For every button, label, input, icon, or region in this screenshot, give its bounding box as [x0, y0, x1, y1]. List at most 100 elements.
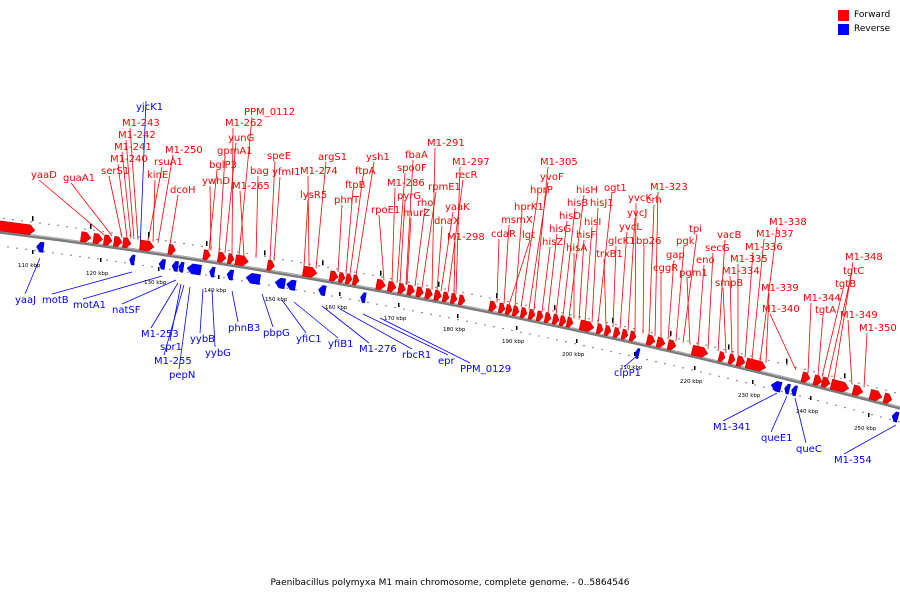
reverse-gene-label[interactable]: yfiC1 — [296, 334, 322, 345]
reverse-gene-label[interactable]: pepN — [169, 370, 195, 381]
forward-gene-arrow[interactable] — [441, 291, 450, 303]
forward-gene-label[interactable]: ftpA — [355, 166, 376, 177]
forward-gene-label[interactable]: M1-339 — [761, 283, 799, 294]
forward-gene-arrow[interactable] — [103, 234, 113, 246]
forward-gene-label[interactable]: serS1 — [101, 166, 129, 177]
forward-gene-label[interactable]: M1-344 — [803, 293, 841, 304]
forward-gene-label[interactable]: M1-298 — [447, 232, 485, 243]
reverse-gene-label[interactable]: M1-255 — [154, 356, 192, 367]
forward-gene-label[interactable]: spo0F — [397, 163, 427, 174]
forward-gene-arrow[interactable] — [337, 272, 346, 283]
forward-gene-label[interactable]: M1-291 — [427, 138, 465, 149]
forward-gene-label[interactable]: vacB — [717, 230, 742, 241]
forward-gene-label[interactable]: PPM_0112 — [244, 107, 295, 118]
forward-gene-arrow[interactable] — [543, 312, 552, 324]
forward-gene-label[interactable]: M1-334 — [722, 266, 760, 277]
reverse-gene-label[interactable]: queC — [796, 444, 822, 455]
forward-gene-arrow[interactable] — [504, 304, 513, 315]
forward-gene-arrow[interactable] — [301, 265, 318, 278]
forward-gene-label[interactable]: hisI — [584, 217, 601, 228]
forward-gene-arrow[interactable] — [386, 280, 397, 293]
forward-gene-label[interactable]: M1-350 — [859, 323, 897, 334]
forward-gene-arrow[interactable] — [167, 243, 176, 255]
forward-gene-arrow[interactable] — [397, 282, 407, 294]
forward-gene-label[interactable]: M1-286 — [387, 178, 425, 189]
forward-gene-arrow[interactable] — [868, 388, 883, 402]
forward-gene-arrow[interactable] — [113, 235, 123, 247]
forward-gene-arrow[interactable] — [628, 330, 637, 342]
forward-gene-label[interactable]: M1-240 — [110, 154, 148, 165]
forward-gene-label[interactable]: M1-243 — [122, 118, 160, 129]
forward-gene-arrow[interactable] — [266, 259, 276, 271]
forward-gene-arrow[interactable] — [511, 305, 520, 317]
forward-gene-arrow[interactable] — [527, 308, 536, 320]
forward-gene-arrow[interactable] — [415, 286, 425, 298]
forward-gene-label[interactable]: murZ — [403, 208, 430, 219]
reverse-gene-label[interactable]: yybB — [190, 334, 215, 345]
forward-gene-arrow[interactable] — [226, 253, 235, 265]
forward-gene-arrow[interactable] — [375, 278, 387, 291]
forward-gene-label[interactable]: yvoF — [540, 172, 564, 183]
forward-gene-label[interactable]: bag — [250, 166, 269, 177]
reverse-gene-arrow[interactable] — [245, 272, 262, 285]
reverse-gene-arrow[interactable] — [274, 277, 287, 290]
reverse-gene-label[interactable]: PPM_0129 — [460, 364, 511, 375]
forward-gene-label[interactable]: M1-265 — [232, 181, 270, 192]
forward-gene-label[interactable]: phnT — [334, 195, 360, 206]
forward-gene-label[interactable]: M1-297 — [452, 157, 490, 168]
forward-gene-arrow[interactable] — [882, 392, 893, 405]
forward-gene-label[interactable]: gpmA1 — [217, 146, 253, 157]
forward-gene-label[interactable]: pyrG — [397, 191, 421, 202]
forward-gene-label[interactable]: hisG — [549, 224, 571, 235]
forward-gene-label[interactable]: M1-348 — [845, 252, 883, 263]
forward-gene-arrow[interactable] — [519, 307, 528, 319]
forward-gene-arrow[interactable] — [666, 339, 677, 352]
forward-gene-arrow[interactable] — [578, 319, 595, 333]
reverse-gene-arrow[interactable] — [209, 266, 216, 278]
forward-gene-label[interactable]: secG — [705, 243, 730, 254]
forward-gene-label[interactable]: tgtC — [843, 266, 864, 277]
forward-gene-label[interactable]: yunG — [228, 133, 254, 144]
forward-gene-arrow[interactable] — [655, 336, 666, 349]
forward-gene-label[interactable]: smpB — [715, 278, 743, 289]
forward-gene-arrow[interactable] — [744, 357, 767, 372]
forward-gene-arrow[interactable] — [234, 254, 249, 267]
forward-gene-label[interactable]: hisJ1 — [590, 198, 614, 209]
forward-gene-arrow[interactable] — [216, 251, 227, 263]
reverse-gene-label[interactable]: M1-253 — [141, 329, 179, 340]
forward-gene-label[interactable]: yvcL — [619, 222, 642, 233]
forward-gene-arrow[interactable] — [829, 378, 850, 393]
forward-gene-label[interactable]: msmX — [501, 215, 533, 226]
forward-gene-label[interactable]: guaA1 — [63, 173, 95, 184]
reverse-gene-arrow[interactable] — [286, 279, 297, 291]
reverse-gene-arrow[interactable] — [783, 383, 791, 395]
forward-gene-label[interactable]: trxB1 — [596, 249, 623, 260]
forward-gene-label[interactable]: argS1 — [318, 152, 347, 163]
reverse-gene-label[interactable]: M1-354 — [834, 455, 872, 466]
reverse-gene-label[interactable]: motA1 — [73, 300, 106, 311]
forward-gene-label[interactable]: pgm1 — [679, 268, 708, 279]
forward-gene-label[interactable]: M1-335 — [730, 254, 768, 265]
forward-gene-label[interactable]: M1-338 — [769, 217, 807, 228]
reverse-gene-label[interactable]: M1-276 — [359, 344, 397, 355]
forward-gene-arrow[interactable] — [595, 323, 604, 335]
forward-gene-arrow[interactable] — [551, 313, 560, 325]
forward-gene-label[interactable]: hisB — [567, 198, 588, 209]
forward-gene-label[interactable]: fbaA — [405, 150, 428, 161]
forward-gene-label[interactable]: ysh1 — [366, 152, 390, 163]
forward-gene-label[interactable]: yaaK — [445, 202, 470, 213]
forward-gene-arrow[interactable] — [449, 293, 458, 304]
forward-gene-arrow[interactable] — [620, 328, 629, 340]
forward-gene-label[interactable]: M1-337 — [756, 229, 794, 240]
forward-gene-label[interactable]: lgt — [522, 230, 535, 241]
forward-gene-label[interactable]: eno — [696, 255, 715, 266]
forward-gene-label[interactable]: rpmE1 — [428, 182, 461, 193]
forward-gene-label[interactable]: ogt1 — [604, 183, 627, 194]
forward-gene-label[interactable]: M1-250 — [165, 145, 203, 156]
forward-gene-label[interactable]: dnaX — [434, 216, 460, 227]
reverse-gene-label[interactable]: yjcK1 — [136, 102, 163, 113]
forward-gene-arrow[interactable] — [820, 376, 831, 389]
forward-gene-label[interactable]: rsuA1 — [154, 157, 183, 168]
forward-gene-arrow[interactable] — [406, 284, 416, 296]
reverse-gene-label[interactable]: pbpG — [263, 328, 290, 339]
